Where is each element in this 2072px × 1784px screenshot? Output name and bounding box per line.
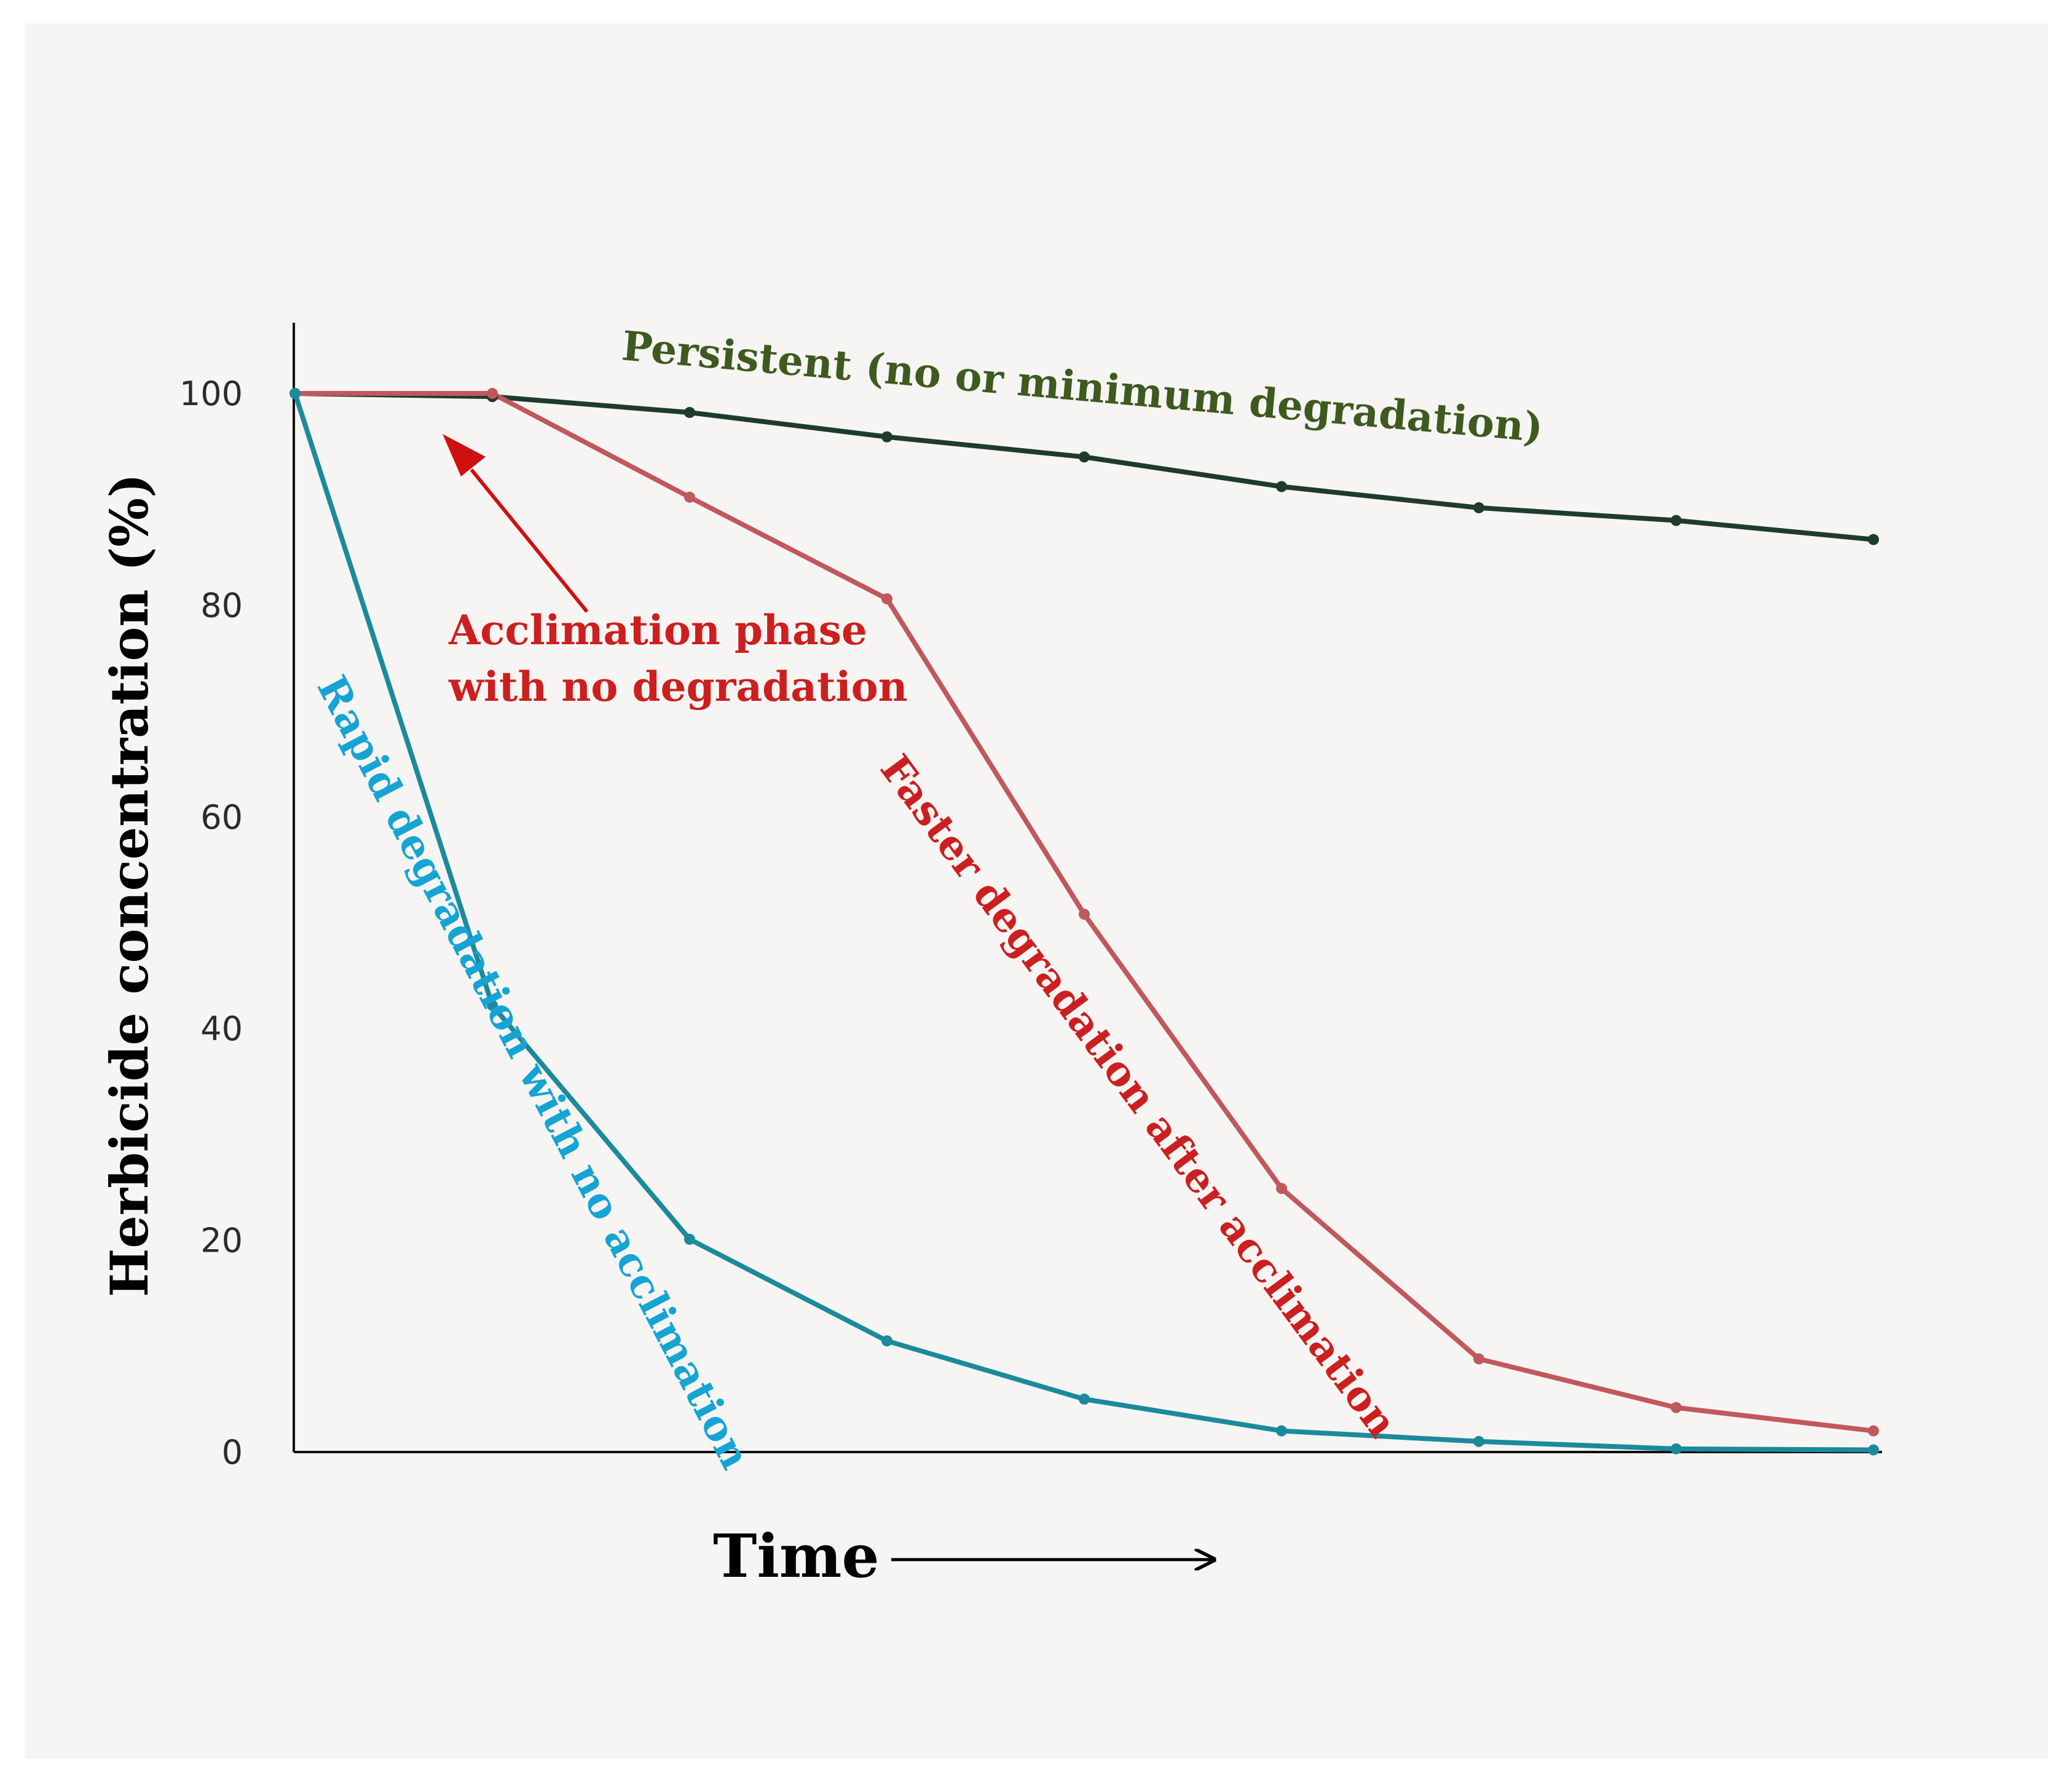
series-2-point-0 — [290, 388, 301, 399]
series-1-point-2 — [684, 491, 695, 503]
series-2-point-3 — [881, 1335, 892, 1347]
series-1-point-6 — [1473, 1353, 1484, 1365]
series-2-point-8 — [1868, 1444, 1879, 1456]
series-0-point-5 — [1276, 481, 1287, 492]
series-0-point-3 — [881, 431, 892, 443]
series-0-point-2 — [684, 406, 695, 418]
series-0-point-6 — [1473, 502, 1484, 513]
y-axis-title: Herbicide concentration (%) — [99, 473, 160, 1297]
series-points — [290, 388, 1879, 1456]
series-1-point-7 — [1671, 1402, 1682, 1413]
rapid-series-line — [293, 392, 1874, 1453]
series-1-point-4 — [1079, 909, 1090, 920]
x-axis-title: Time — [713, 1522, 880, 1591]
acclimation-arrow-head-icon — [443, 434, 486, 476]
y-tick-label-60: 60 — [200, 798, 243, 837]
series-2-point-1 — [487, 1000, 498, 1011]
y-tick-label-40: 40 — [200, 1009, 243, 1048]
figure-background — [25, 23, 2048, 1759]
acclimation-annotation-line-2: with no degradation — [448, 663, 908, 711]
series-2-point-7 — [1671, 1443, 1682, 1454]
y-tick-label-0: 0 — [222, 1433, 243, 1472]
series-0-point-4 — [1079, 451, 1090, 463]
series-2-point-6 — [1473, 1435, 1484, 1447]
acclimation-arrow-icon — [470, 468, 589, 613]
acclimation-annotation-line-1: Acclimation phase — [448, 606, 867, 654]
series-1-point-5 — [1276, 1183, 1287, 1194]
series-1-point-8 — [1868, 1425, 1879, 1437]
y-tick-label-100: 100 — [179, 374, 243, 413]
series-2-point-5 — [1276, 1425, 1287, 1437]
series-0-point-8 — [1868, 534, 1879, 545]
y-tick-label-20: 20 — [200, 1222, 243, 1260]
acclimation-series-label: Faster degradation after acclimation — [871, 746, 1406, 1446]
series-2-point-2 — [684, 1233, 695, 1245]
series-0-point-7 — [1671, 515, 1682, 526]
persistent-series-label: Persistent (no or minimum degradation) — [620, 322, 1545, 451]
series-2-point-4 — [1079, 1393, 1090, 1405]
series-1-point-3 — [881, 593, 892, 605]
y-tick-labels: 0 20 40 60 80 100 — [179, 374, 243, 1472]
series-1-point-1 — [487, 388, 498, 399]
rapid-series-label: Rapid degradation with no acclimation — [308, 668, 760, 1477]
y-tick-label-80: 80 — [200, 586, 243, 625]
